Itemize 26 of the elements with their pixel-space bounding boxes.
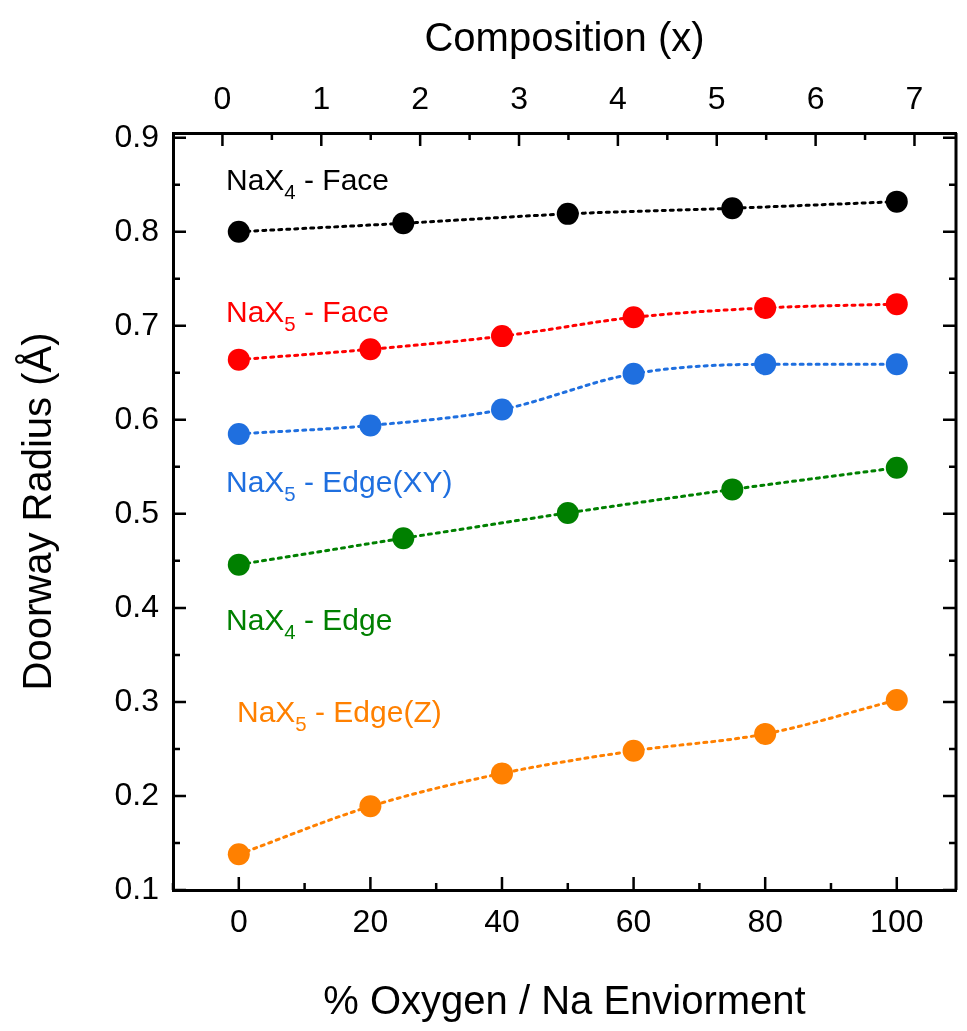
y-tick-label: 0.4 (114, 587, 159, 624)
y-tick-label: 0.8 (114, 211, 159, 248)
x2-tick-label: 2 (411, 79, 430, 116)
x2-axis-title: Composition (x) (424, 15, 705, 60)
y-axis-title: Doorway Radius (Å) (15, 332, 60, 691)
x2-tick-label: 4 (608, 79, 627, 116)
x2-tick-label: 6 (806, 79, 825, 116)
x-tick-label: 20 (352, 903, 389, 940)
x-tick-label: 80 (747, 903, 783, 940)
y-tick-label: 0.3 (114, 681, 159, 718)
y-tick-label: 0.5 (114, 493, 159, 530)
y-tick-label: 0.6 (114, 399, 159, 436)
x2-tick-label: 3 (510, 79, 528, 116)
y-tick-label: 0.2 (114, 775, 159, 812)
y-tick-label: 0.1 (114, 869, 159, 906)
y-tick-label: 0.7 (114, 305, 159, 342)
x2-tick-label: 0 (213, 79, 232, 116)
x-axis-title: % Oxygen / Na Enviorment (323, 978, 806, 1023)
x-tick-label: 100 (870, 903, 924, 940)
x2-tick-label: 1 (312, 79, 331, 116)
x-tick-label: 60 (615, 903, 652, 940)
x-tick-label: 0 (229, 903, 248, 940)
x2-tick-label: 5 (707, 79, 726, 116)
x2-tick-label: 7 (905, 79, 924, 116)
x-tick-label: 40 (484, 903, 520, 940)
y-tick-label: 0.9 (114, 117, 159, 154)
